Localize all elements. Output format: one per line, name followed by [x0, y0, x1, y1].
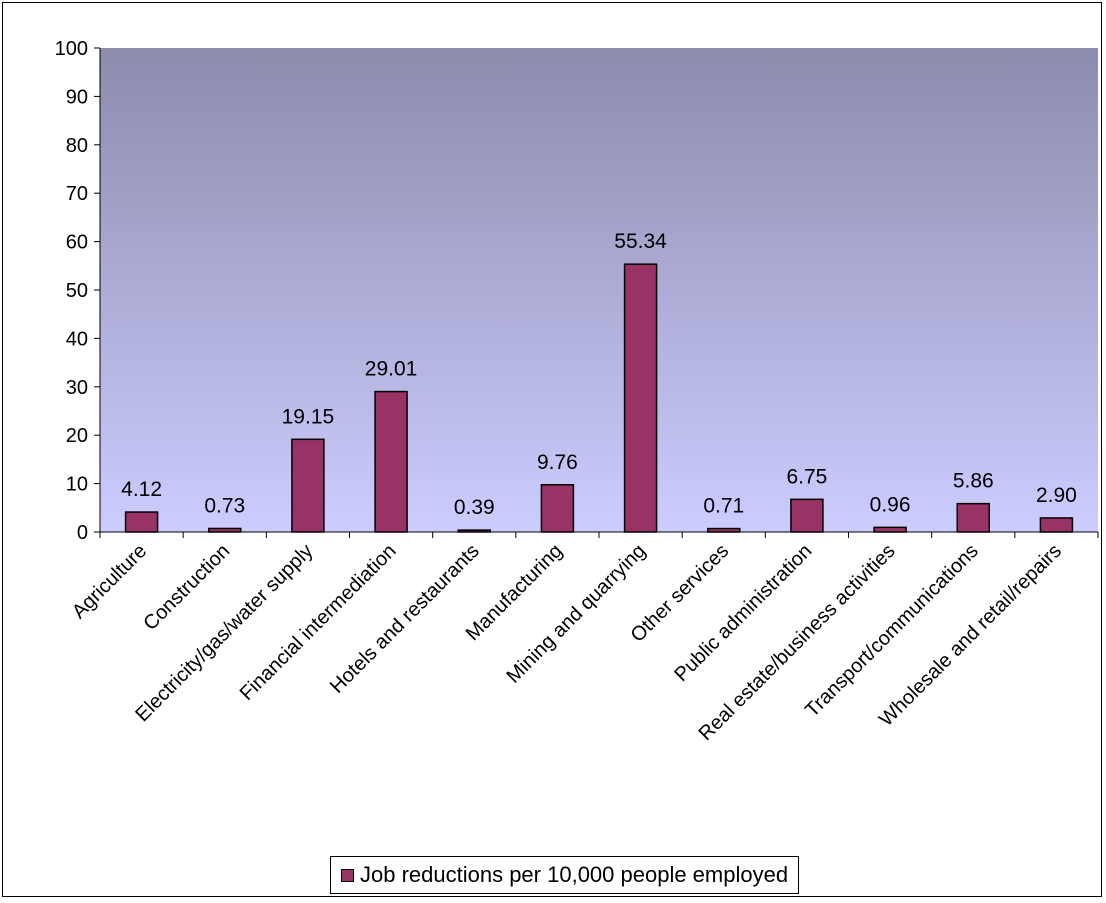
- x-tick-labels: AgricultureConstructionElectricity/gas/w…: [68, 540, 1066, 745]
- data-label: 19.15: [282, 405, 335, 428]
- bar-agriculture: [124, 511, 159, 533]
- y-tick-label: 100: [55, 38, 88, 60]
- y-tick-label: 40: [66, 328, 88, 350]
- legend-swatch: [341, 868, 354, 882]
- bar-public-administration: [790, 498, 824, 533]
- y-tick-label: 10: [66, 474, 88, 496]
- y-tick-label: 90: [66, 86, 88, 108]
- data-labels: 4.12 0.73 19.15 29.01 0.39 9.76 55.34 0.71 6.75 0…: [121, 230, 1077, 519]
- bar-series: [124, 263, 1074, 533]
- data-label: 4.12: [121, 478, 162, 501]
- y-tick-label: 30: [66, 377, 88, 399]
- y-tick-label: 0: [77, 522, 88, 544]
- data-label: 0.71: [703, 495, 744, 518]
- plot-area: [100, 48, 1098, 532]
- x-axis: [99, 531, 1099, 538]
- data-label: 5.86: [953, 470, 994, 493]
- data-label: 0.96: [870, 493, 911, 516]
- bar-wholesale-and-retail-repairs: [1039, 517, 1074, 533]
- bar-real-estate-business-activities: [873, 526, 907, 533]
- y-tick-label: 20: [66, 425, 88, 447]
- data-label: 55.34: [614, 230, 667, 253]
- bar-financial-intermediation: [374, 390, 408, 533]
- y-tick-label: 60: [66, 232, 88, 254]
- x-tick-label: Financial intermediation: [236, 540, 401, 705]
- bar-transport-communications: [956, 502, 990, 533]
- data-label: 9.76: [537, 451, 578, 474]
- bar-other-services: [707, 527, 741, 533]
- x-tick-label: Mining and quarrying: [502, 540, 650, 688]
- x-tick-label: Public administration: [670, 540, 816, 686]
- bar-hotels-and-restaurants: [457, 529, 491, 533]
- x-tick-label: Transport/communications: [801, 540, 983, 722]
- bar-mining-and-quarrying: [623, 263, 658, 533]
- x-tick-label: Wholesale and retail/repairs: [875, 540, 1066, 731]
- x-tick-label: Agriculture: [68, 540, 151, 623]
- data-label: 2.90: [1036, 484, 1077, 507]
- bar-electricity-gas-water-supply: [291, 438, 325, 533]
- y-tick-label: 70: [66, 183, 88, 205]
- legend: Job reductions per 10,000 people employe…: [330, 856, 800, 894]
- x-tick-label: Electricity/gas/water supply: [131, 540, 317, 726]
- y-axis: 0 10 20 30 40 50 60 70 80 90 100: [55, 38, 101, 544]
- y-tick-label: 80: [66, 135, 88, 157]
- data-label: 0.39: [454, 496, 495, 519]
- bar-manufacturing: [540, 484, 575, 533]
- y-tick-label: 50: [66, 280, 88, 302]
- x-tick-label: Hotels and restaurants: [326, 540, 484, 698]
- legend-label: Job reductions per 10,000 people employe…: [360, 862, 789, 887]
- data-label: 0.73: [204, 494, 245, 517]
- data-label: 6.75: [786, 465, 827, 488]
- bar-chart: 0 10 20 30 40 50 60 70 80 90 100 4.12 0.73 19.15 29.0…: [55, 38, 1099, 745]
- data-label: 29.01: [365, 358, 418, 381]
- bar-construction: [208, 527, 242, 533]
